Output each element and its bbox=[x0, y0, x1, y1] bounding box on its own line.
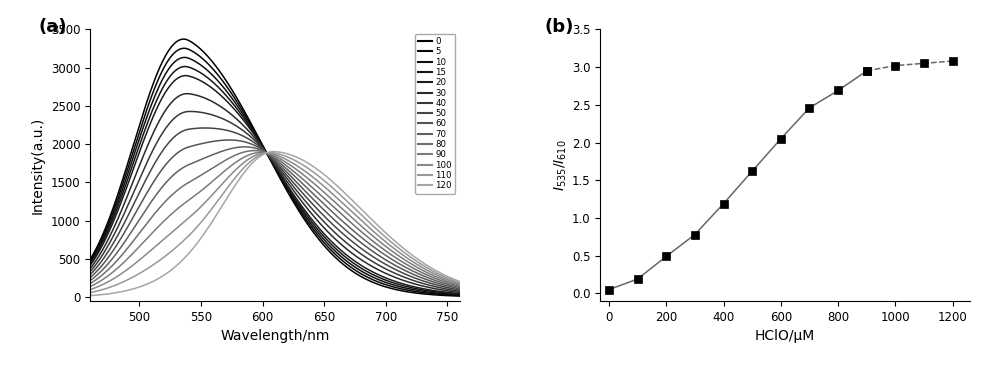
X-axis label: Wavelength/nm: Wavelength/nm bbox=[220, 329, 330, 343]
X-axis label: HClO/μM: HClO/μM bbox=[755, 329, 815, 343]
Y-axis label: Intensity(a.u.): Intensity(a.u.) bbox=[31, 117, 45, 214]
Text: (a): (a) bbox=[38, 18, 67, 36]
Legend: 0, 5, 10, 15, 20, 30, 40, 50, 60, 70, 80, 90, 100, 110, 120: 0, 5, 10, 15, 20, 30, 40, 50, 60, 70, 80… bbox=[415, 34, 455, 194]
Text: (b): (b) bbox=[545, 18, 574, 36]
Y-axis label: $I_{535}/I_{610}$: $I_{535}/I_{610}$ bbox=[553, 139, 569, 191]
